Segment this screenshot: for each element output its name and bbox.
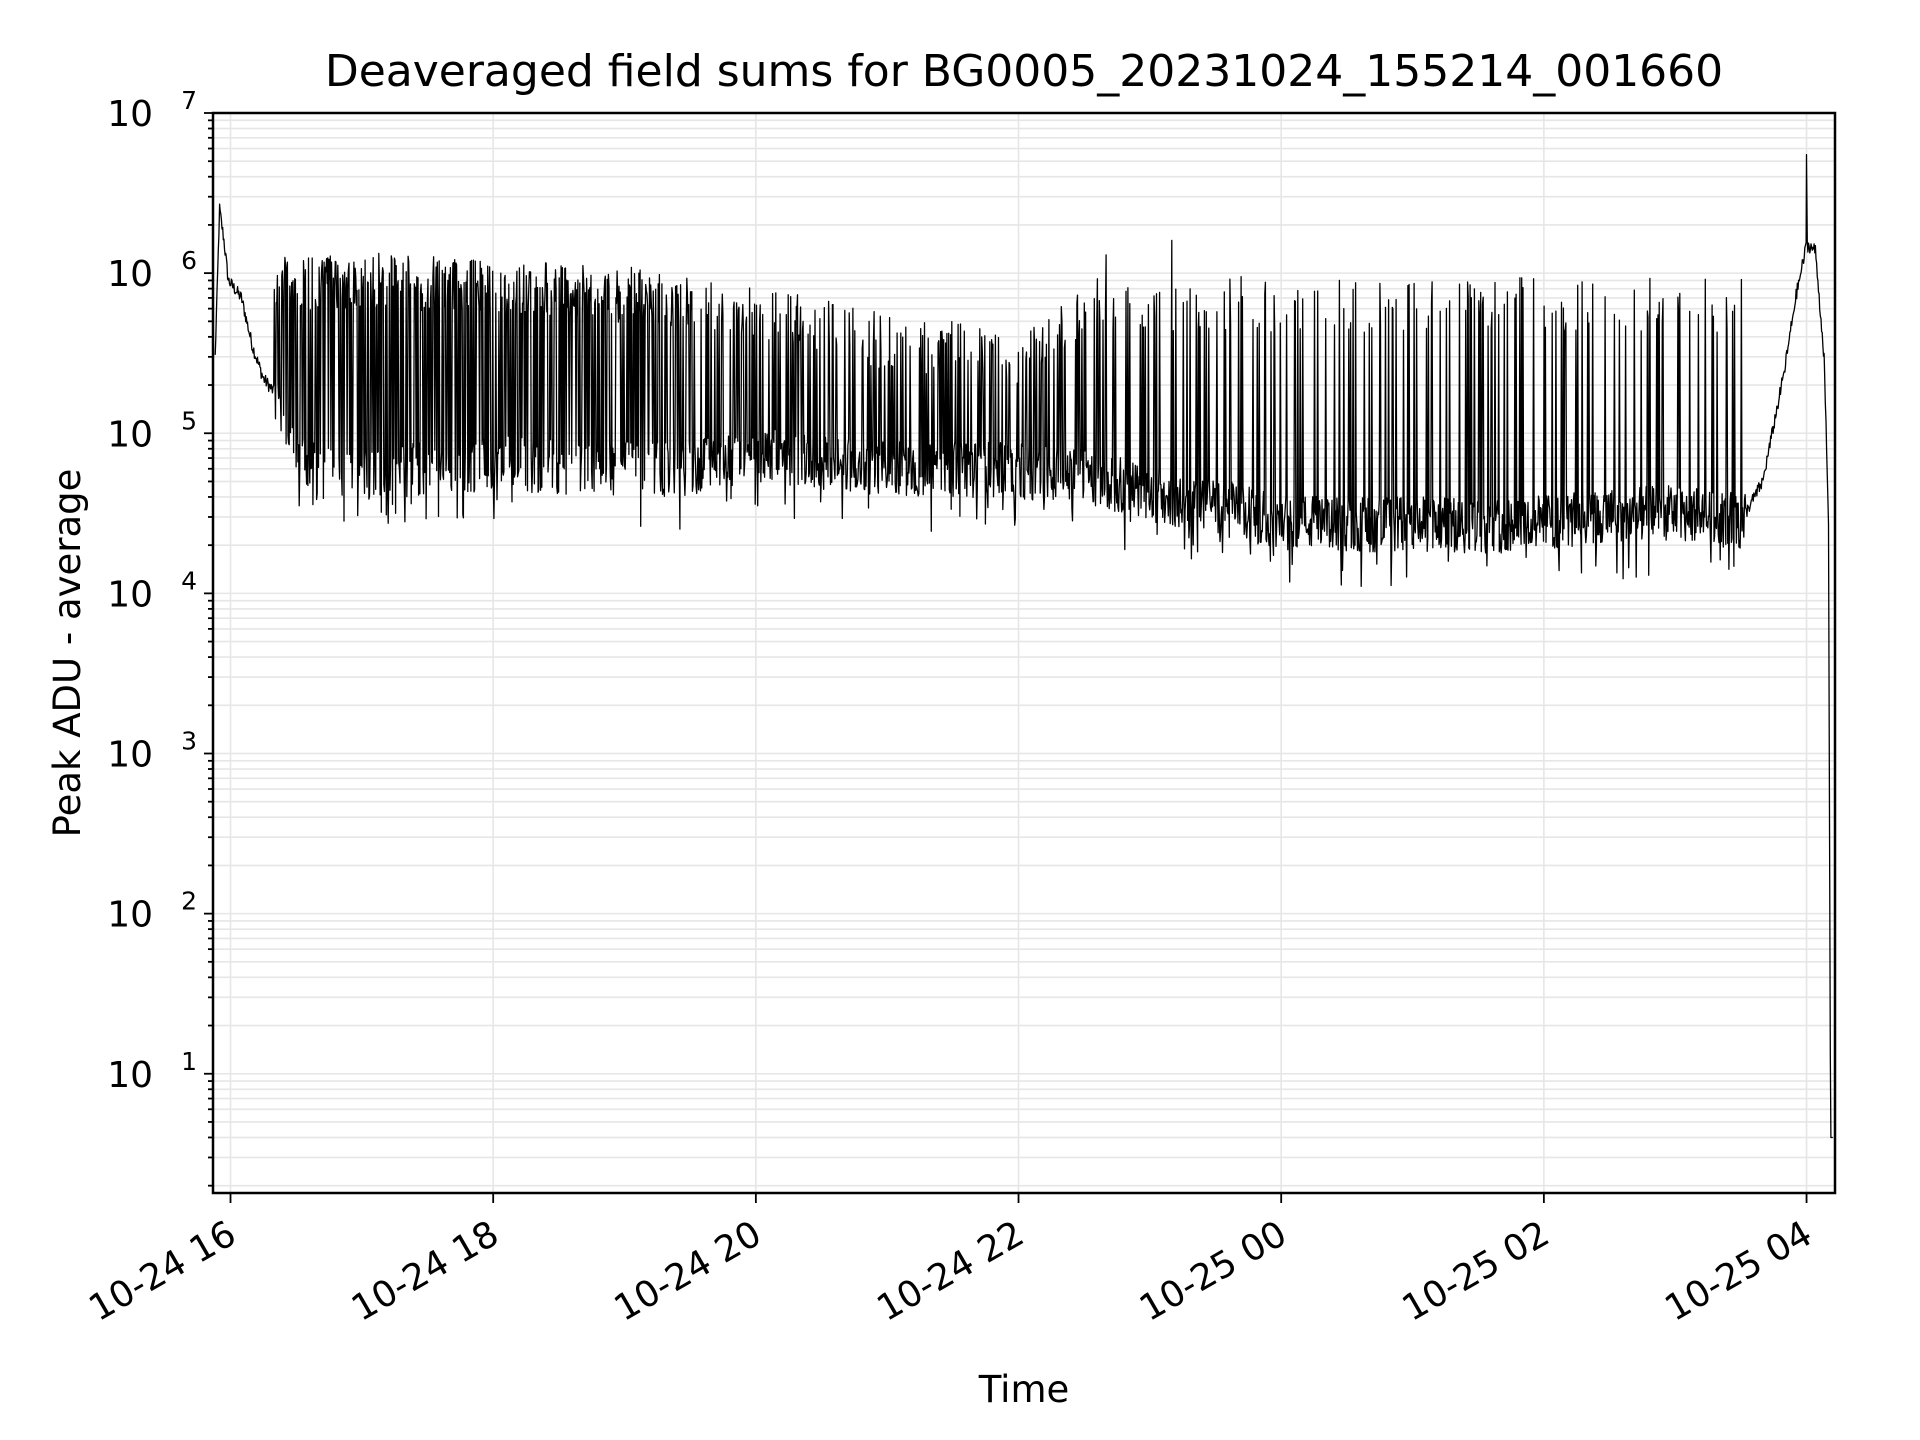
y-tick-label: 10 bbox=[107, 1055, 153, 1096]
y-tick-label: 10 bbox=[107, 574, 153, 615]
y-axis-label: Peak ADU - average bbox=[46, 469, 89, 838]
y-tick-exponent: 6 bbox=[181, 246, 197, 275]
chart-title: Deaveraged field sums for BG0005_2023102… bbox=[325, 46, 1723, 97]
plot-frame bbox=[211, 111, 1837, 1195]
y-tick-exponent: 1 bbox=[181, 1047, 197, 1076]
y-tick-label: 10 bbox=[107, 94, 153, 135]
y-tick-exponent: 7 bbox=[181, 86, 197, 115]
y-tick-label: 10 bbox=[107, 414, 153, 455]
y-tick-exponent: 5 bbox=[181, 406, 197, 435]
y-tick-exponent: 4 bbox=[181, 566, 197, 595]
y-tick-label: 10 bbox=[107, 254, 153, 295]
y-tick-exponent: 2 bbox=[181, 887, 197, 916]
y-tick-label: 10 bbox=[107, 735, 153, 776]
data-series bbox=[214, 153, 1833, 1139]
x-axis-label: Time bbox=[978, 1368, 1070, 1411]
series-line bbox=[214, 153, 1833, 1139]
y-tick-label: 10 bbox=[107, 895, 153, 936]
y-tick-exponent: 3 bbox=[181, 727, 197, 756]
